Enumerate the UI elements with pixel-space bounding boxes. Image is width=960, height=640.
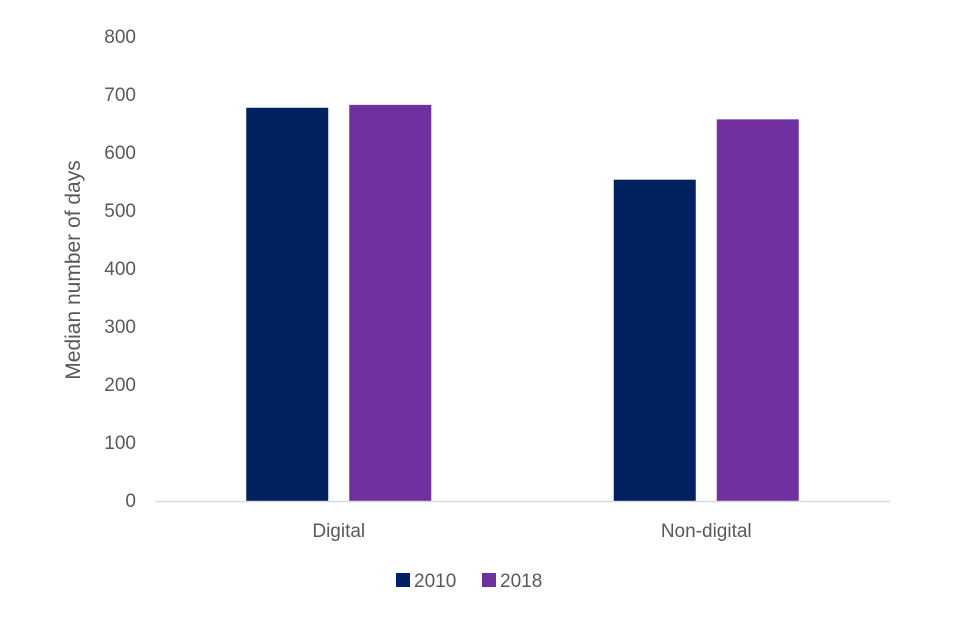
legend-swatch-2018 — [482, 573, 496, 587]
legend-label-2018: 2018 — [500, 571, 542, 592]
bar-series-group — [246, 104, 799, 502]
legend: 2010 2018 — [396, 571, 542, 592]
y-tick-label: 300 — [104, 317, 136, 338]
bar-2018-non-digital — [716, 119, 799, 502]
y-tick-label: 200 — [104, 375, 136, 396]
y-tick-label: 100 — [104, 433, 136, 454]
bar-2018-digital — [349, 104, 432, 502]
y-axis-title: Median number of days — [62, 160, 85, 379]
bar-2010-non-digital — [613, 179, 696, 501]
x-category-label: Non-digital — [661, 521, 752, 542]
y-tick-label: 0 — [125, 491, 136, 512]
y-tick-label: 500 — [104, 201, 136, 222]
x-axis-labels: Digital Non-digital — [312, 521, 751, 542]
y-tick-label: 400 — [104, 259, 136, 280]
bar-2010-digital — [246, 107, 329, 501]
legend-label-2010: 2010 — [414, 571, 456, 592]
y-tick-label: 600 — [104, 143, 136, 164]
legend-swatch-2010 — [396, 573, 410, 587]
y-tick-label: 800 — [104, 27, 136, 48]
y-axis-ticks: 0 100 200 300 400 500 600 700 800 — [104, 27, 136, 512]
y-tick-label: 700 — [104, 85, 136, 106]
x-category-label: Digital — [312, 521, 365, 542]
